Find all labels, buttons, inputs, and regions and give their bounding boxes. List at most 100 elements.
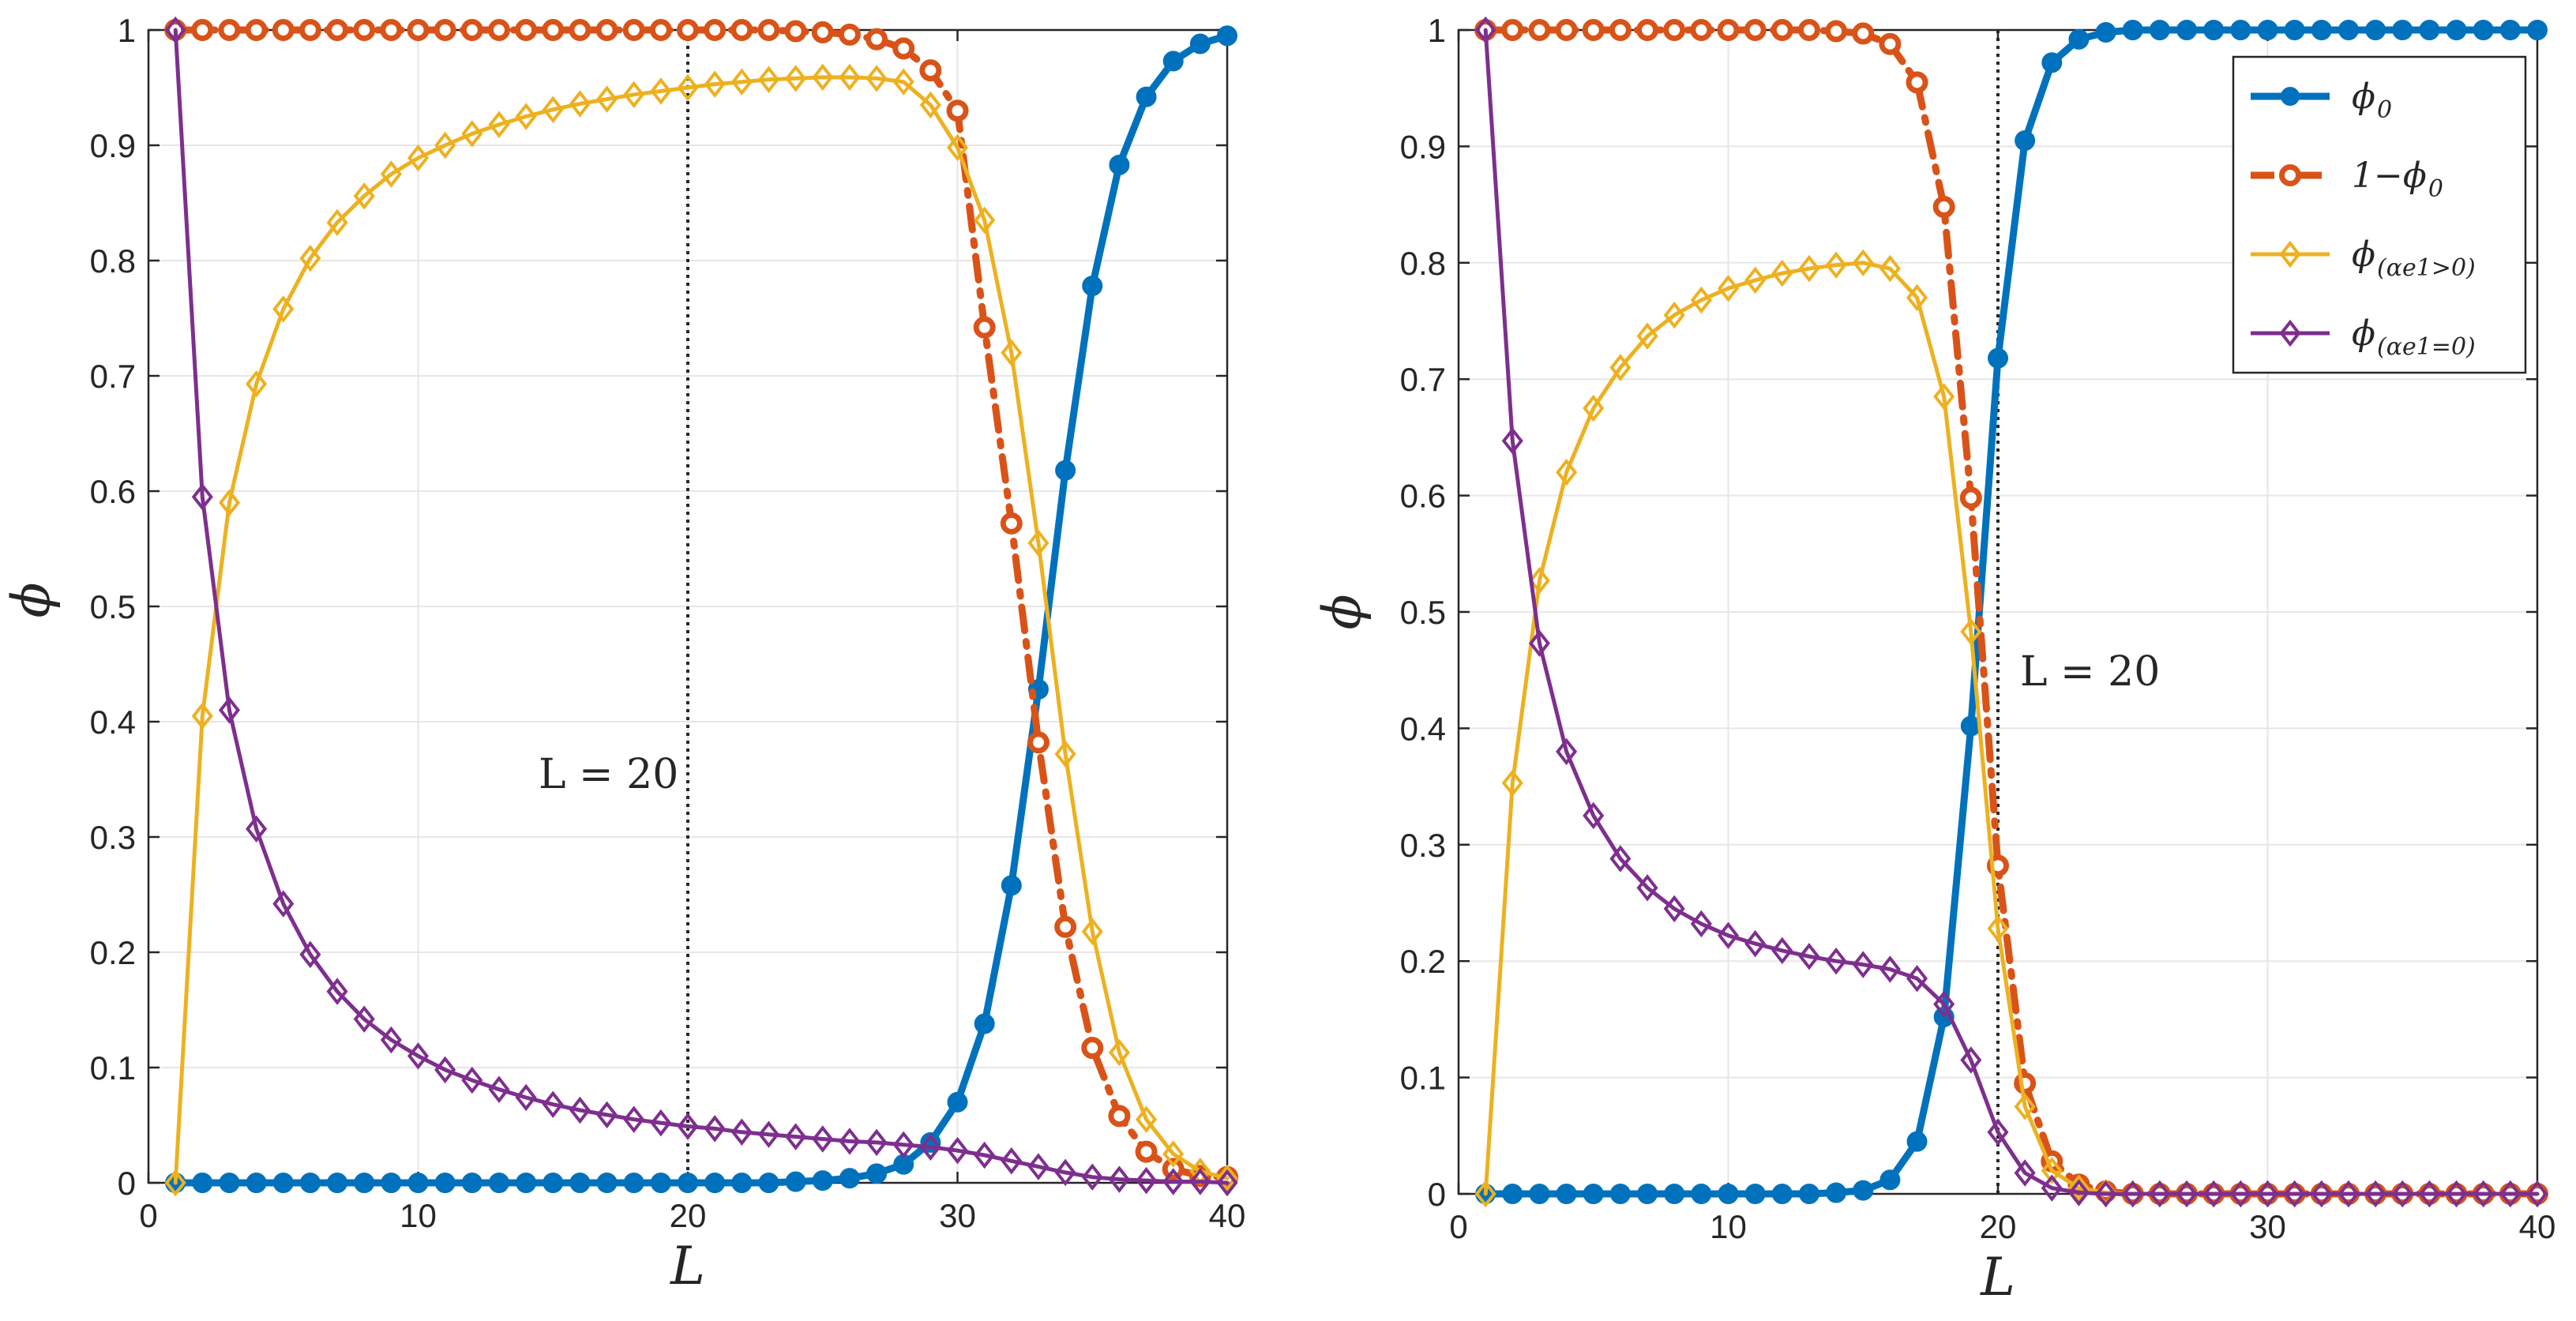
data-point-phi0-13 xyxy=(488,1173,509,1193)
series-line-phi-alpha-positive xyxy=(173,75,1230,1185)
data-point-phi0-3 xyxy=(219,1173,240,1193)
series-line-one-minus-phi0 xyxy=(1481,26,2541,1198)
data-point-one-minus-phi0-30 xyxy=(946,99,969,122)
data-point-phi-alpha-positive-21 xyxy=(704,70,726,98)
data-point-phi0-21 xyxy=(704,1173,726,1193)
series-phi-alpha-zero xyxy=(164,16,1238,1197)
data-point-phi-alpha-zero-14 xyxy=(1825,947,1847,975)
data-point-phi-alpha-zero-30 xyxy=(2256,1180,2279,1208)
data-point-phi0-4 xyxy=(246,1173,267,1193)
legend-marker xyxy=(2279,319,2301,347)
data-point-phi0-32 xyxy=(2311,20,2332,40)
data-point-one-minus-phi0-5 xyxy=(272,19,295,41)
series-phi0 xyxy=(1475,20,2548,1204)
data-point-phi-alpha-positive-36 xyxy=(1108,1038,1130,1067)
data-point-phi-alpha-positive-17 xyxy=(1906,283,1928,312)
data-point-one-minus-phi0-28 xyxy=(892,37,915,60)
data-point-phi0-23 xyxy=(2068,28,2090,50)
data-point-one-minus-phi0-12 xyxy=(460,19,483,41)
ticks: 00.10.20.30.40.50.60.70.80.910 10 20 30 40 xyxy=(90,12,1246,1234)
data-point-phi0-16 xyxy=(1879,1169,1901,1191)
data-point-phi-alpha-zero-11 xyxy=(434,1056,456,1084)
data-point-phi-alpha-zero-20 xyxy=(1987,1118,2009,1146)
data-point-one-minus-phi0-21 xyxy=(704,19,727,41)
data-point-phi-alpha-zero-34 xyxy=(1054,1158,1076,1187)
data-point-phi0-13 xyxy=(1798,1184,1819,1204)
data-point-phi-alpha-positive-23 xyxy=(757,66,779,94)
data-point-phi-alpha-zero-10 xyxy=(407,1042,430,1070)
data-point-phi0-38 xyxy=(2473,20,2494,40)
data-point-phi0-31 xyxy=(974,1013,995,1034)
data-point-phi-alpha-zero-10 xyxy=(1717,921,1740,950)
data-point-one-minus-phi0-18 xyxy=(1932,196,1955,219)
data-point-phi0-26 xyxy=(2149,20,2170,40)
data-point-one-minus-phi0-7 xyxy=(326,19,349,41)
legend-marker xyxy=(2281,87,2300,106)
data-point-phi0-37 xyxy=(2446,20,2467,40)
data-point-phi-alpha-positive-9 xyxy=(1690,286,1712,314)
x-axis-label: L xyxy=(670,1236,705,1297)
data-point-phi0-34 xyxy=(2365,20,2386,40)
data-point-phi0-25 xyxy=(2122,20,2143,40)
data-point-one-minus-phi0-23 xyxy=(757,19,780,41)
data-point-phi-alpha-zero-23 xyxy=(2067,1179,2090,1207)
y-tick-label: 0.5 xyxy=(1400,594,1446,631)
data-point-phi-alpha-zero-21 xyxy=(704,1115,726,1143)
data-point-one-minus-phi0-12 xyxy=(1771,19,1793,41)
data-point-phi-alpha-positive-15 xyxy=(1852,249,1874,277)
y-tick-label: 0.3 xyxy=(90,819,136,856)
data-point-phi-alpha-positive-10 xyxy=(1717,274,1740,302)
reference-line-label: L = 20 xyxy=(539,751,678,798)
data-point-phi-alpha-zero-27 xyxy=(2176,1180,2198,1208)
x-tick-label: 20 xyxy=(670,1197,707,1234)
data-point-phi-alpha-zero-26 xyxy=(839,1128,861,1155)
data-point-phi-alpha-positive-33 xyxy=(1027,529,1050,557)
panel-right: 00.10.20.30.40.50.60.70.80.910 10 20 30 40Lϕ… xyxy=(1312,12,2555,1308)
data-point-one-minus-phi0-33 xyxy=(1027,731,1050,754)
data-point-one-minus-phi0-9 xyxy=(1690,19,1713,41)
panel-left: 00.10.20.30.40.50.60.70.80.910 10 20 30 40Lϕ… xyxy=(1,12,1245,1297)
data-point-phi-alpha-zero-29 xyxy=(2229,1180,2251,1208)
data-point-phi-alpha-zero-9 xyxy=(380,1026,402,1054)
data-point-phi0-20 xyxy=(678,1173,698,1193)
data-point-phi-alpha-zero-35 xyxy=(2391,1180,2413,1208)
data-point-phi-alpha-zero-2 xyxy=(1501,427,1523,455)
y-axis-label: ϕ xyxy=(1312,595,1372,630)
data-point-phi-alpha-positive-37 xyxy=(1136,1105,1158,1133)
data-point-phi-alpha-positive-2 xyxy=(1501,769,1523,797)
data-point-phi-alpha-zero-32 xyxy=(2311,1180,2333,1208)
data-point-phi0-8 xyxy=(1664,1184,1685,1204)
data-point-one-minus-phi0-14 xyxy=(1825,20,1848,43)
data-point-one-minus-phi0-3 xyxy=(218,19,241,41)
legend-box xyxy=(2232,55,2527,374)
y-tick-label: 0.6 xyxy=(90,473,136,510)
y-tick-label: 1 xyxy=(118,12,136,49)
data-point-phi-alpha-positive-5 xyxy=(272,295,295,323)
data-point-phi0-35 xyxy=(2392,20,2413,40)
data-point-one-minus-phi0-20 xyxy=(677,19,699,41)
legend-entry-one-minus-phi0: 1−ϕ0 xyxy=(2251,156,2443,203)
data-point-phi-alpha-zero-29 xyxy=(919,1133,941,1161)
series-phi-alpha-positive xyxy=(164,63,1238,1197)
data-point-phi-alpha-zero-36 xyxy=(2418,1180,2440,1208)
data-point-phi-alpha-zero-8 xyxy=(353,1005,375,1033)
y-tick-label: 0 xyxy=(118,1165,136,1202)
data-point-phi-alpha-positive-22 xyxy=(730,68,753,96)
data-point-phi-alpha-zero-35 xyxy=(1081,1163,1103,1191)
data-point-phi-alpha-zero-16 xyxy=(1879,955,1901,983)
data-point-one-minus-phi0-16 xyxy=(1879,32,1902,55)
data-point-phi0-22 xyxy=(731,1173,753,1193)
legend-label: ϕ(αe1=0) xyxy=(2352,313,2476,361)
data-point-phi0-6 xyxy=(1609,1184,1631,1204)
data-point-one-minus-phi0-11 xyxy=(1744,19,1767,41)
data-point-phi-alpha-positive-6 xyxy=(1609,354,1632,381)
data-point-phi-alpha-positive-18 xyxy=(623,81,645,108)
data-point-phi0-21 xyxy=(2015,130,2036,152)
data-point-one-minus-phi0-24 xyxy=(784,20,807,43)
data-point-phi-alpha-zero-11 xyxy=(1744,929,1767,958)
data-point-one-minus-phi0-6 xyxy=(1609,19,1632,41)
data-point-phi-alpha-zero-27 xyxy=(866,1128,888,1157)
data-point-phi-alpha-zero-18 xyxy=(623,1105,645,1133)
data-point-one-minus-phi0-9 xyxy=(380,19,403,41)
data-point-phi0-28 xyxy=(2203,20,2225,40)
